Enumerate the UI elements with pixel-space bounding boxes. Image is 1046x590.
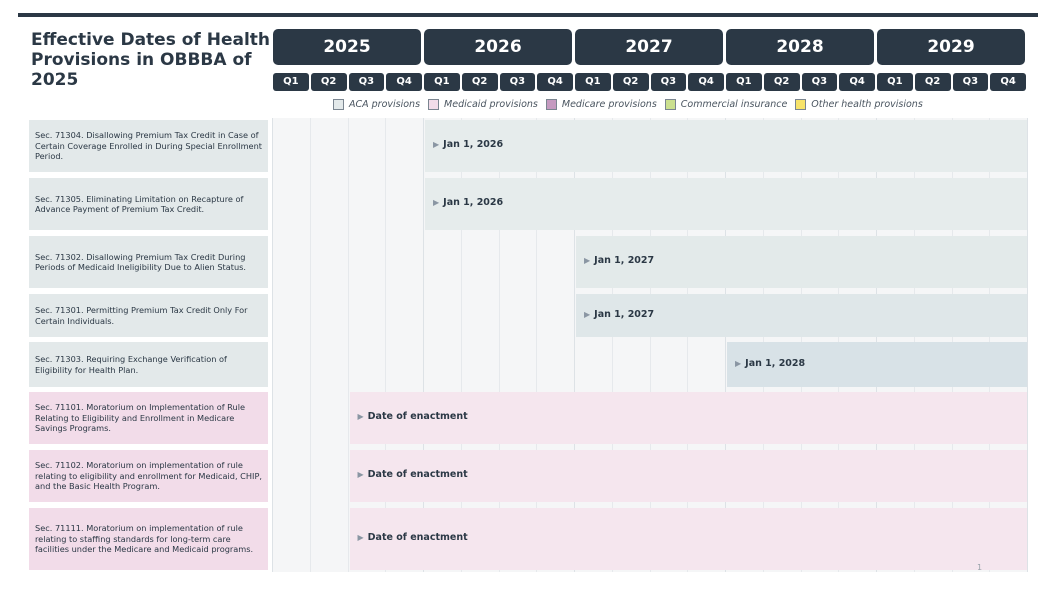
timeline-bar (425, 120, 1027, 172)
provision-label: Sec. 71303. Requiring Exchange Verificat… (29, 342, 268, 387)
quarter-header-2026-Q2: Q2 (461, 73, 498, 91)
timeline-bar (349, 508, 1027, 570)
legend-item: Commercial insurance (664, 98, 788, 110)
effective-date-label: ▶ Date of enactment (358, 469, 468, 480)
effective-date-label: ▶ Jan 1, 2028 (735, 358, 805, 369)
effective-date-label: ▶ Date of enactment (358, 411, 468, 422)
page-title: Effective Dates of Health Provisions in … (31, 30, 271, 90)
legend-swatch (545, 98, 557, 110)
provision-label: Sec. 71304. Disallowing Premium Tax Cred… (29, 120, 268, 172)
effective-date-text: Jan 1, 2028 (745, 357, 806, 369)
gridline (574, 118, 575, 572)
gridline (423, 118, 424, 572)
effective-date-text: Jan 1, 2026 (443, 197, 504, 208)
provision-label: Sec. 71301. Permitting Premium Tax Credi… (29, 294, 268, 337)
triangle-marker-icon: ▶ (584, 256, 591, 265)
gridline (536, 118, 538, 572)
quarter-header-2028-Q2: Q2 (763, 73, 800, 91)
effective-date-text: Date of enactment (367, 469, 468, 480)
quarter-header-2027-Q4: Q4 (688, 73, 724, 91)
quarter-header-2027-Q2: Q2 (612, 73, 649, 91)
gridline (272, 118, 273, 572)
provision-label: Sec. 71302. Disallowing Premium Tax Cred… (29, 236, 268, 288)
year-header-2029: 2029 (877, 29, 1025, 65)
timeline-bar (576, 294, 1027, 337)
quarter-header-2028-Q1: Q1 (726, 73, 762, 91)
timeline-bar (727, 342, 1027, 387)
effective-date-label: ▶ Jan 1, 2027 (584, 255, 654, 266)
triangle-marker-icon: ▶ (433, 140, 440, 149)
top-rule (18, 13, 1038, 17)
quarter-header-2029-Q1: Q1 (877, 73, 913, 91)
quarter-header-2029-Q3: Q3 (952, 73, 989, 91)
triangle-marker-icon: ▶ (357, 533, 364, 542)
effective-date-text: Jan 1, 2027 (594, 255, 655, 266)
legend-label: Medicaid provisions (444, 98, 538, 110)
legend-item: Medicaid provisions (428, 98, 538, 110)
effective-date-text: Date of enactment (367, 532, 468, 543)
quarter-header-2026-Q4: Q4 (537, 73, 573, 91)
legend-label: Commercial insurance (680, 98, 788, 110)
effective-date-label: ▶ Jan 1, 2026 (433, 197, 503, 208)
effective-date-text: Date of enactment (367, 411, 468, 422)
gridline (347, 118, 349, 572)
provision-label: Sec. 71102. Moratorium on implementation… (29, 450, 268, 502)
gridline (309, 118, 311, 572)
triangle-marker-icon: ▶ (357, 470, 364, 479)
gridline (1027, 118, 1028, 572)
quarter-header-2029-Q2: Q2 (914, 73, 951, 91)
legend-item: Medicare provisions (545, 98, 657, 110)
timeline-bar (349, 392, 1027, 444)
provision-label: Sec. 71305. Eliminating Limitation on Re… (29, 178, 268, 230)
quarter-header-2029-Q4: Q4 (990, 73, 1026, 91)
quarter-header-2026-Q1: Q1 (424, 73, 460, 91)
legend-label: Medicare provisions (561, 98, 657, 110)
legend-label: ACA provisions (349, 98, 421, 110)
legend-swatch (428, 98, 440, 110)
quarter-header-2025-Q4: Q4 (386, 73, 422, 91)
effective-date-label: ▶ Jan 1, 2027 (584, 309, 654, 320)
legend: ACA provisions Medicaid provisions Medicar… (333, 97, 931, 111)
year-header-2028: 2028 (726, 29, 874, 65)
effective-date-label: ▶ Date of enactment (358, 532, 468, 543)
gridline (385, 118, 387, 572)
page-number: 1 (977, 563, 983, 572)
gridline (725, 118, 726, 572)
quarter-header-2028-Q3: Q3 (801, 73, 838, 91)
timeline-bar (576, 236, 1027, 288)
triangle-marker-icon: ▶ (735, 358, 742, 368)
triangle-marker-icon: ▶ (584, 309, 591, 319)
year-header-2027: 2027 (575, 29, 723, 65)
triangle-marker-icon: ▶ (357, 412, 364, 421)
legend-swatch (333, 98, 344, 110)
quarter-header-2025-Q1: Q1 (273, 73, 309, 91)
legend-item: ACA provisions (333, 98, 421, 110)
provision-label: Sec. 71111. Moratorium on implementation… (29, 508, 268, 570)
year-header-2025: 2025 (273, 29, 421, 65)
gridline (611, 118, 613, 572)
legend-label: Other health provisions (811, 98, 923, 110)
quarter-header-2027-Q1: Q1 (575, 73, 611, 91)
gridline (460, 118, 462, 572)
gridline (649, 118, 651, 572)
gridline (687, 118, 689, 572)
year-header-2026: 2026 (424, 29, 572, 65)
timeline-bar (349, 450, 1027, 502)
quarter-header-2027-Q3: Q3 (650, 73, 687, 91)
effective-date-text: Jan 1, 2026 (443, 139, 504, 150)
gridline (498, 118, 500, 572)
quarter-header-2028-Q4: Q4 (839, 73, 875, 91)
effective-date-label: ▶ Jan 1, 2026 (433, 139, 503, 150)
legend-item: Other health provisions (795, 98, 923, 110)
quarter-header-2026-Q3: Q3 (499, 73, 536, 91)
quarter-header-2025-Q3: Q3 (348, 73, 385, 91)
legend-swatch (664, 98, 676, 110)
timeline-bar (425, 178, 1027, 230)
effective-date-text: Jan 1, 2027 (594, 308, 655, 320)
quarter-header-2025-Q2: Q2 (310, 73, 347, 91)
provision-label: Sec. 71101. Moratorium on Implementation… (29, 392, 268, 444)
triangle-marker-icon: ▶ (433, 198, 440, 207)
legend-swatch (795, 98, 807, 110)
